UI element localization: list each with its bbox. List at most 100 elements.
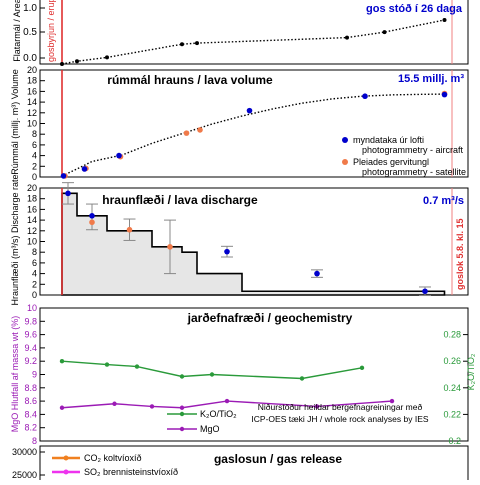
aircraft-point bbox=[246, 107, 253, 114]
volume-series-points bbox=[60, 90, 448, 179]
y-tick-label: 9.4 bbox=[24, 343, 37, 353]
area-point bbox=[180, 42, 184, 47]
y-tick-label: 8 bbox=[32, 247, 37, 257]
k2o-point bbox=[104, 362, 110, 367]
y-axis-label-left: MgO Hlutfall af massa wt (%) bbox=[10, 316, 20, 433]
legend-marker-aircraft bbox=[342, 137, 348, 143]
y-tick-label: 9.6 bbox=[24, 330, 37, 340]
legend-marker-so2 bbox=[63, 469, 69, 475]
legend-entry: MgO bbox=[200, 424, 220, 434]
legend-entry: myndataka úr lofti bbox=[353, 135, 424, 145]
y-tick-label: 6 bbox=[32, 140, 37, 150]
aircraft-point bbox=[81, 166, 88, 172]
mgo-point bbox=[314, 404, 320, 409]
analysis-note-line-2: ICP-OES tæki JH / whole rock analyses by… bbox=[251, 414, 428, 424]
volume-annotation: 15.5 millj. m³ bbox=[398, 73, 464, 85]
legend-entry: photogrammetry - satellite bbox=[362, 167, 466, 177]
y-axis-label-text: Rúmmál (millj. m³) Volume bbox=[10, 69, 20, 175]
y-tick-label: 0.0 bbox=[23, 53, 37, 64]
y-tick-label-right: 0.2 bbox=[448, 436, 461, 446]
satellite-point bbox=[183, 130, 190, 136]
y-tick-label: 2 bbox=[32, 279, 37, 289]
panel-title: gaslosun / gas release bbox=[214, 452, 342, 466]
panel-gas-release: 30000 25000 gaslosun / gas release CO₂ k… bbox=[12, 445, 469, 485]
aircraft-point bbox=[224, 248, 230, 255]
y-tick-label-right: 0.24 bbox=[443, 383, 461, 393]
y-tick-label: 16 bbox=[27, 204, 37, 214]
discharge-step bbox=[61, 192, 446, 296]
k2o-tio2-points bbox=[59, 359, 365, 381]
area-point bbox=[105, 55, 109, 60]
area-series-points bbox=[60, 18, 447, 66]
area-point bbox=[75, 59, 79, 64]
mgo-points bbox=[59, 398, 395, 410]
aircraft-point bbox=[116, 152, 122, 159]
y-tick-label: 12 bbox=[27, 226, 37, 236]
y-tick-label: 18 bbox=[27, 76, 37, 86]
legend-entry: CO₂ koltvíoxíð bbox=[84, 453, 142, 463]
y-tick-label: 0 bbox=[32, 172, 37, 182]
k2o-point bbox=[209, 372, 215, 377]
y-tick-label: 18 bbox=[27, 194, 37, 204]
aircraft-point bbox=[60, 173, 67, 179]
area-point bbox=[195, 41, 199, 46]
legend-entry: SO₂ brennisteinstvíoxíð bbox=[84, 467, 178, 477]
legend: CO₂ koltvíoxíð SO₂ brennisteinstvíoxíð bbox=[52, 453, 178, 477]
y-tick-label-right: 0.28 bbox=[443, 330, 461, 340]
area-series-line bbox=[61, 19, 445, 65]
area-point bbox=[442, 18, 447, 22]
y-tick-label: 25000 bbox=[12, 470, 37, 480]
y-axis-label: Rúmmál (millj. m³) Volume bbox=[10, 69, 20, 175]
y-tick-label-right: 0.22 bbox=[443, 409, 461, 419]
y-tick-label: 9.2 bbox=[24, 356, 37, 366]
y-tick-label: 12 bbox=[27, 108, 37, 118]
y-tick-label: 2 bbox=[32, 161, 37, 171]
y-axis-ticks: 1.0 0.5 0.0 bbox=[23, 3, 45, 64]
legend: K₂O/TiO₂ MgO bbox=[167, 409, 237, 434]
duration-annotation: gos stóð í 26 daga bbox=[366, 3, 463, 15]
y-tick-label: 1.0 bbox=[23, 3, 37, 14]
aircraft-point bbox=[89, 213, 95, 219]
y-axis-label-right: K₂O/TiO₂ bbox=[466, 353, 476, 390]
satellite-point bbox=[167, 244, 173, 250]
k2o-point bbox=[299, 376, 305, 381]
volume-fit-curve bbox=[61, 93, 445, 177]
y-axis-left-ticks: 8 8.2 8.4 8.6 8.8 9 9.2 9.4 9.6 9.8 10 bbox=[24, 303, 45, 446]
legend-entry: photogrammetry - aircraft bbox=[362, 145, 464, 155]
y-tick-label: 9.8 bbox=[24, 316, 37, 326]
mgo-point bbox=[149, 404, 155, 409]
analysis-note-line-1: Niðurstöður heildar bergefnagreiningar m… bbox=[258, 402, 423, 412]
panel-geochemistry: 8 8.2 8.4 8.6 8.8 9 9.2 9.4 9.6 9.8 10 0.2 0.22 0.24… bbox=[10, 303, 476, 446]
y-tick-label-right: 0.26 bbox=[443, 356, 461, 366]
k2o-point bbox=[134, 364, 140, 369]
eruption-start-label: gosbyrjun / eruption start bbox=[46, 0, 56, 62]
y-tick-label: 14 bbox=[27, 97, 37, 107]
y-tick-label: 4 bbox=[32, 269, 37, 279]
aircraft-point bbox=[362, 93, 368, 100]
legend-entry: K₂O/TiO₂ bbox=[200, 409, 237, 419]
y-axis-label: Hraunflæði (m³/s) Discharge rate bbox=[10, 174, 20, 305]
mgo-point bbox=[389, 398, 395, 404]
discharge-annotation: 0.7 m³/s bbox=[423, 195, 464, 207]
y-tick-label: 10 bbox=[27, 303, 37, 313]
y-tick-label: 8.4 bbox=[24, 409, 37, 419]
area-point bbox=[60, 62, 64, 66]
legend-marker-co2 bbox=[63, 455, 69, 461]
y-tick-label: 14 bbox=[27, 215, 37, 225]
y-tick-label: 6 bbox=[32, 258, 37, 268]
k2o-point bbox=[59, 359, 65, 364]
mgo-point bbox=[224, 398, 230, 404]
panel-frame bbox=[39, 0, 469, 65]
area-point bbox=[382, 30, 387, 35]
y-tick-label: 20 bbox=[27, 65, 37, 75]
y-tick-label: 9 bbox=[32, 370, 37, 380]
k2o-point bbox=[359, 365, 365, 371]
panel-title: hraunflæði / lava discharge bbox=[102, 193, 258, 207]
y-tick-label: 16 bbox=[27, 86, 37, 96]
aircraft-point bbox=[314, 270, 320, 277]
y-tick-label: 8.6 bbox=[24, 396, 37, 406]
y-axis-label: Flatarmál / Area bbox=[12, 0, 22, 62]
